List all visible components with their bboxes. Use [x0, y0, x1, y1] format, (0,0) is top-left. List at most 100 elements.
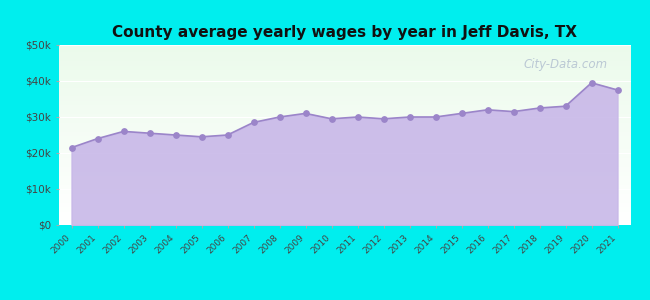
Bar: [58, 66, 630, 67]
Bar: [58, 71, 630, 72]
Bar: [58, 184, 630, 185]
Bar: [58, 172, 630, 173]
Bar: [58, 55, 630, 56]
Bar: [58, 107, 630, 108]
Bar: [58, 212, 630, 213]
Point: [326, 116, 337, 121]
Bar: [58, 196, 630, 197]
Bar: [58, 90, 630, 91]
Bar: [58, 176, 630, 177]
Bar: [58, 158, 630, 159]
Bar: [58, 89, 630, 90]
Text: City-Data.com: City-Data.com: [523, 58, 608, 70]
Point: [144, 131, 155, 136]
Bar: [58, 117, 630, 118]
Bar: [58, 157, 630, 158]
Point: [196, 134, 207, 139]
Point: [92, 136, 103, 141]
Bar: [58, 88, 630, 89]
Bar: [58, 160, 630, 161]
Bar: [58, 156, 630, 157]
Bar: [58, 216, 630, 217]
Bar: [58, 144, 630, 145]
Bar: [58, 67, 630, 68]
Bar: [58, 128, 630, 129]
Bar: [58, 129, 630, 130]
Bar: [58, 92, 630, 93]
Bar: [58, 54, 630, 55]
Bar: [58, 199, 630, 200]
Bar: [58, 209, 630, 210]
Bar: [58, 151, 630, 152]
Bar: [58, 108, 630, 109]
Bar: [58, 192, 630, 193]
Bar: [58, 181, 630, 182]
Bar: [58, 163, 630, 164]
Bar: [58, 165, 630, 166]
Bar: [58, 178, 630, 179]
Bar: [58, 112, 630, 113]
Bar: [58, 46, 630, 47]
Bar: [58, 202, 630, 203]
Bar: [58, 127, 630, 128]
Bar: [58, 102, 630, 103]
Bar: [58, 124, 630, 125]
Point: [248, 120, 259, 125]
Bar: [58, 167, 630, 168]
Bar: [58, 139, 630, 140]
Bar: [58, 60, 630, 61]
Bar: [58, 115, 630, 116]
Bar: [58, 75, 630, 76]
Bar: [58, 174, 630, 175]
Bar: [58, 183, 630, 184]
Bar: [58, 130, 630, 131]
Bar: [58, 120, 630, 121]
Point: [508, 109, 519, 114]
Point: [612, 88, 623, 92]
Bar: [58, 123, 630, 124]
Bar: [58, 182, 630, 183]
Bar: [58, 113, 630, 114]
Bar: [58, 78, 630, 79]
Bar: [58, 119, 630, 120]
Bar: [58, 58, 630, 59]
Bar: [58, 53, 630, 54]
Point: [66, 145, 77, 150]
Bar: [58, 61, 630, 62]
Bar: [58, 143, 630, 144]
Point: [456, 111, 467, 116]
Bar: [58, 140, 630, 141]
Bar: [58, 190, 630, 191]
Bar: [58, 171, 630, 172]
Bar: [58, 45, 630, 46]
Bar: [58, 145, 630, 146]
Bar: [58, 69, 630, 70]
Bar: [58, 146, 630, 147]
Bar: [58, 81, 630, 82]
Bar: [58, 76, 630, 77]
Bar: [58, 79, 630, 80]
Bar: [58, 73, 630, 74]
Bar: [58, 56, 630, 57]
Bar: [58, 204, 630, 205]
Bar: [58, 50, 630, 51]
Point: [170, 133, 181, 137]
Bar: [58, 77, 630, 78]
Bar: [58, 155, 630, 156]
Bar: [58, 135, 630, 136]
Bar: [58, 48, 630, 49]
Bar: [58, 177, 630, 178]
Bar: [58, 222, 630, 223]
Bar: [58, 118, 630, 119]
Bar: [58, 63, 630, 64]
Bar: [58, 131, 630, 132]
Bar: [58, 189, 630, 190]
Bar: [58, 133, 630, 134]
Bar: [58, 101, 630, 102]
Bar: [58, 223, 630, 224]
Bar: [58, 149, 630, 150]
Bar: [58, 208, 630, 209]
Bar: [58, 111, 630, 112]
Bar: [58, 142, 630, 143]
Bar: [58, 148, 630, 149]
